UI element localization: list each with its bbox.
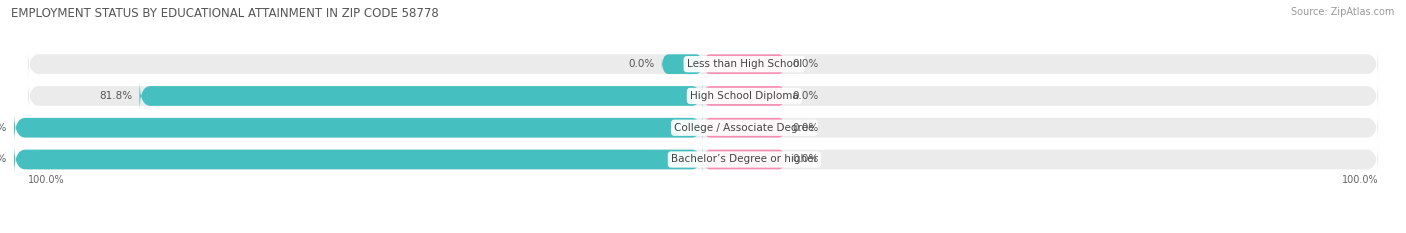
- FancyBboxPatch shape: [703, 118, 786, 137]
- Text: 0.0%: 0.0%: [793, 123, 818, 133]
- FancyBboxPatch shape: [703, 150, 786, 169]
- FancyBboxPatch shape: [28, 144, 1378, 175]
- FancyBboxPatch shape: [28, 112, 1378, 143]
- Text: 100.0%: 100.0%: [0, 123, 7, 133]
- FancyBboxPatch shape: [14, 144, 703, 175]
- FancyBboxPatch shape: [14, 112, 703, 143]
- Text: 0.0%: 0.0%: [793, 59, 818, 69]
- Text: High School Diploma: High School Diploma: [690, 91, 799, 101]
- FancyBboxPatch shape: [28, 80, 1378, 112]
- FancyBboxPatch shape: [662, 54, 703, 74]
- Text: College / Associate Degree: College / Associate Degree: [673, 123, 814, 133]
- Text: 100.0%: 100.0%: [0, 154, 7, 164]
- Text: 0.0%: 0.0%: [793, 154, 818, 164]
- FancyBboxPatch shape: [703, 86, 786, 106]
- Text: 81.8%: 81.8%: [100, 91, 132, 101]
- FancyBboxPatch shape: [703, 54, 786, 74]
- Legend: In Labor Force, Unemployed: In Labor Force, Unemployed: [607, 231, 799, 233]
- FancyBboxPatch shape: [28, 49, 1378, 80]
- FancyBboxPatch shape: [139, 80, 703, 112]
- Text: 100.0%: 100.0%: [28, 175, 65, 185]
- Text: EMPLOYMENT STATUS BY EDUCATIONAL ATTAINMENT IN ZIP CODE 58778: EMPLOYMENT STATUS BY EDUCATIONAL ATTAINM…: [11, 7, 439, 20]
- Text: 0.0%: 0.0%: [628, 59, 655, 69]
- Text: Less than High School: Less than High School: [686, 59, 801, 69]
- Text: 0.0%: 0.0%: [793, 91, 818, 101]
- Text: Bachelor’s Degree or higher: Bachelor’s Degree or higher: [671, 154, 818, 164]
- Text: Source: ZipAtlas.com: Source: ZipAtlas.com: [1291, 7, 1395, 17]
- Text: 100.0%: 100.0%: [1341, 175, 1378, 185]
